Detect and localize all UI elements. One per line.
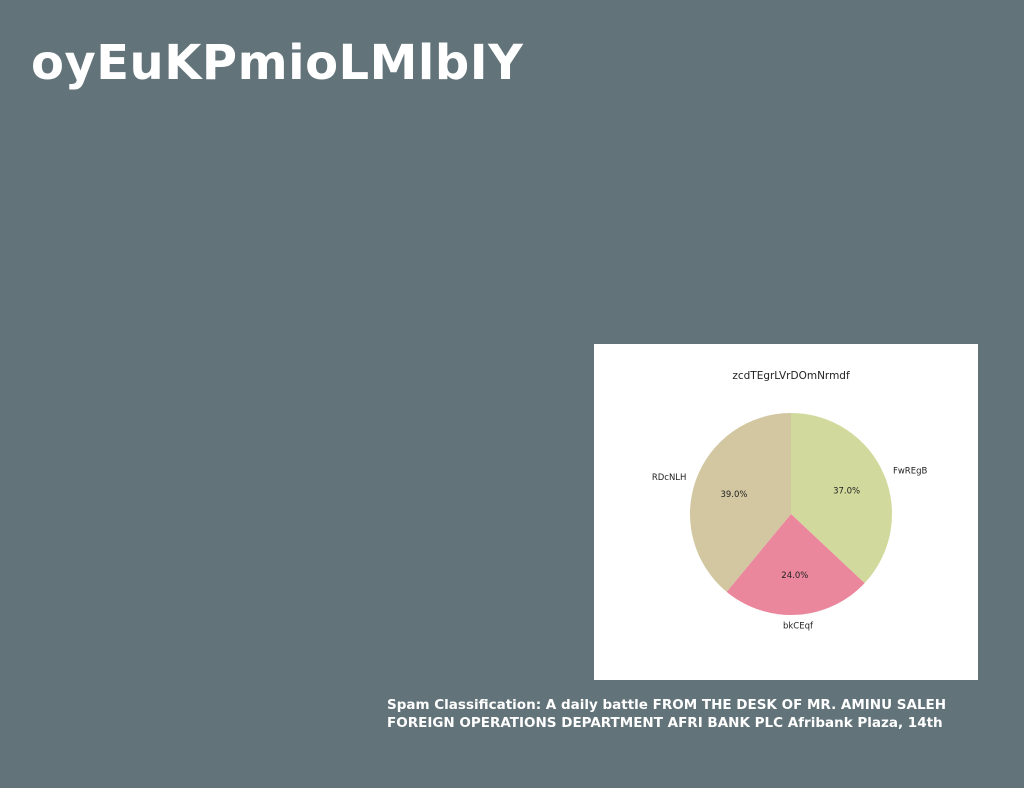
pie-slice-bkceqf xyxy=(726,514,865,615)
pie-slice-fwregb xyxy=(791,413,892,584)
pie-pct-label: 37.0% xyxy=(833,486,860,496)
pie-chart-card: zcdTEgrLVrDOmNrmdf 37.0% FwREgB 24.0% bkCEq… xyxy=(594,344,978,680)
pie-slices xyxy=(690,413,892,615)
chart-title: zcdTEgrLVrDOmNrmdf xyxy=(732,370,850,382)
pie-category-label: bkCEqf xyxy=(783,621,814,631)
pie-slice-rdcnlh xyxy=(690,413,791,592)
pie-category-label: RDcNLH xyxy=(652,473,687,483)
pie-pct-label: 39.0% xyxy=(720,490,747,500)
caption: Spam Classification: A daily battle FROM… xyxy=(387,697,947,731)
pie-pct-label: 24.0% xyxy=(781,571,808,581)
pie-labels: 37.0% FwREgB 24.0% bkCEqf 39.0% RDcNLH xyxy=(652,466,928,631)
pie-category-label: FwREgB xyxy=(893,466,928,476)
pie-chart: zcdTEgrLVrDOmNrmdf 37.0% FwREgB 24.0% bkCEq… xyxy=(652,370,928,631)
page-title: oyEuKPmioLMlbIY xyxy=(31,35,524,91)
